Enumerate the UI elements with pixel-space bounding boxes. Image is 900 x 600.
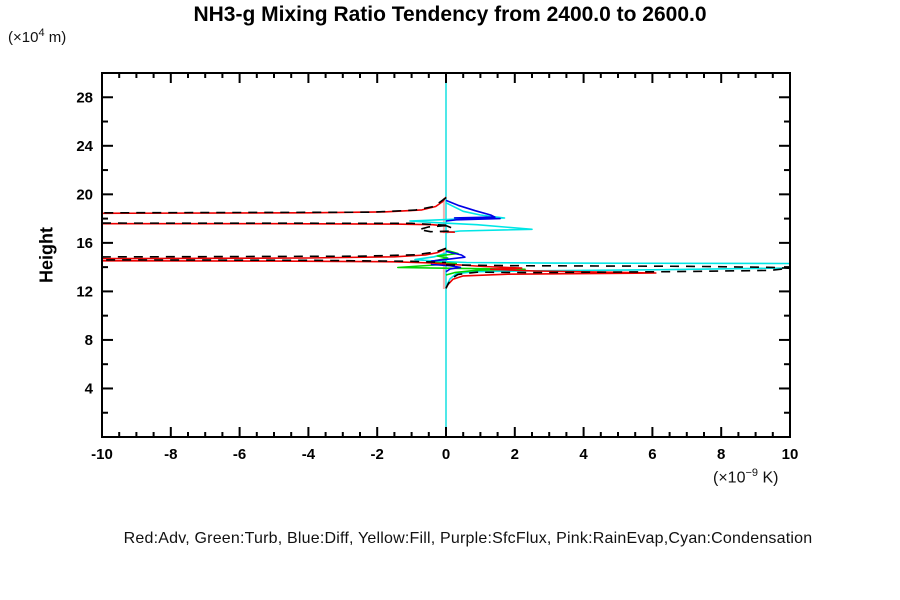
black-dashed-total-curve [102, 247, 447, 264]
ticks-group [101, 73, 791, 437]
x-tick-label: 10 [782, 446, 799, 463]
y-unit-prefix: (×10 [8, 29, 39, 46]
y-tick-label: 12 [76, 283, 93, 300]
x-unit-prefix: (×10 [713, 469, 746, 487]
x-tick-label: 8 [717, 446, 725, 463]
x-unit-exponent: −9 [745, 467, 759, 479]
y-tick-label: 28 [76, 89, 93, 106]
y-tick-label: 16 [76, 235, 93, 252]
y-axis-unit: (×104 m) [8, 27, 66, 46]
y-tick-label: 24 [76, 138, 93, 155]
x-tick-label: -10 [91, 446, 113, 463]
black-dashed-total-curve [102, 197, 447, 214]
x-tick-label: 6 [648, 446, 656, 463]
y-tick-label: 8 [85, 332, 93, 349]
x-tick-label: 4 [579, 446, 588, 463]
x-tick-label: 2 [511, 446, 519, 463]
y-tick-label: 20 [76, 186, 93, 203]
y-unit-exponent: 4 [38, 27, 45, 39]
x-tick-label: 0 [442, 446, 450, 463]
x-axis-unit: (×10−9 K) [713, 467, 778, 487]
black-dashed-total-curve [102, 222, 447, 226]
adv-curve [102, 248, 657, 289]
x-tick-label: -8 [164, 446, 177, 463]
black-dashed-total-curve [445, 264, 790, 289]
turb-curve [396, 249, 526, 276]
diff-curve [445, 199, 501, 222]
x-tick-label: -6 [233, 446, 246, 463]
chart-title: NH3-g Mixing Ratio Tendency from 2400.0 … [193, 3, 707, 26]
legend-text: Red:Adv, Green:Turb, Blue:Diff, Yellow:F… [123, 530, 813, 547]
x-tick-label: -4 [302, 446, 316, 463]
adv-curve [102, 196, 447, 215]
condensation-curve [414, 252, 790, 289]
y-unit-suffix: m) [44, 29, 67, 46]
x-unit-suffix: K) [758, 469, 779, 487]
y-tick-label: 4 [85, 380, 94, 397]
condensation-curve [409, 202, 533, 234]
curves-group [102, 73, 790, 437]
black-dashed-total-curve [418, 224, 454, 233]
x-tick-label: -2 [371, 446, 384, 463]
